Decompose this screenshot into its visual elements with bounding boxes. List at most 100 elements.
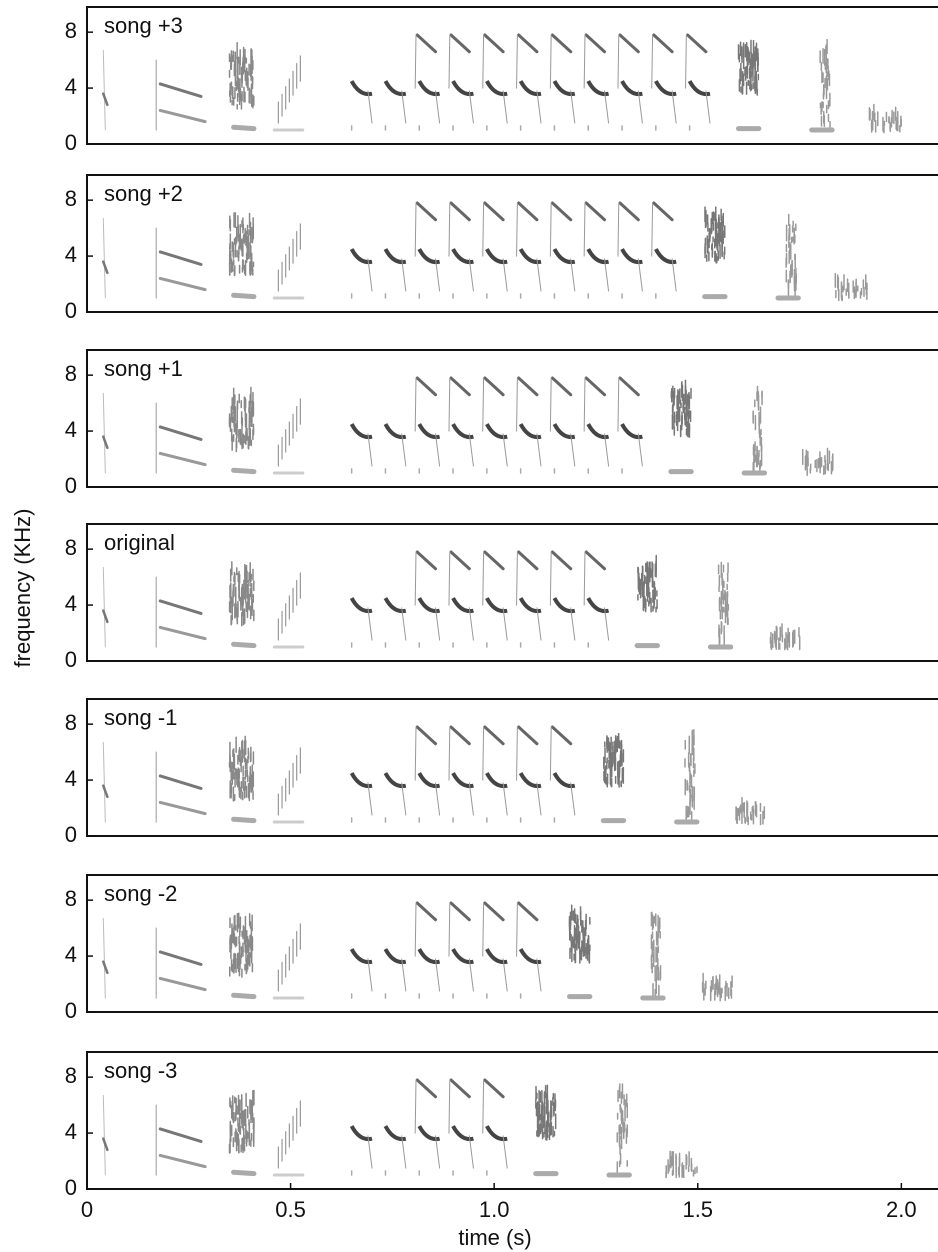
spectrogram-trace — [102, 435, 109, 450]
spectrogram-trace — [349, 80, 373, 97]
spectrogram-trace — [536, 958, 542, 992]
spectrogram-trace — [517, 33, 539, 54]
y-tick-label: 8 — [65, 18, 77, 43]
spectrogram-trace — [604, 433, 610, 467]
spectrogram-trace — [102, 917, 106, 999]
spectrogram-trace — [617, 377, 620, 432]
spectrogram-trace — [349, 1125, 373, 1142]
spectrogram-trace — [449, 33, 471, 54]
spectrogram-trace — [102, 1137, 109, 1152]
spectrogram-trace — [584, 201, 607, 222]
spectrogram-trace — [586, 80, 610, 97]
spectrogram-trace — [414, 1079, 417, 1134]
spectrogram-trace — [482, 551, 485, 606]
panel-title: song -2 — [104, 881, 177, 906]
spectrogram-trace — [468, 782, 474, 816]
spectrogram-trace — [449, 376, 471, 397]
spectrogram-trace — [158, 800, 207, 816]
y-tick-label: 8 — [65, 361, 77, 386]
spectrogram-trace — [516, 34, 518, 89]
spectrogram-trace — [367, 782, 373, 816]
spectrogram-trace — [654, 80, 677, 97]
plot-frame — [86, 174, 938, 313]
y-tick-label: 8 — [65, 186, 77, 211]
spectrogram-trace — [449, 901, 471, 922]
spectrogram-trace — [671, 90, 677, 124]
spectrogram-trace — [415, 201, 438, 222]
spectrogram-trace — [451, 597, 474, 614]
spectrogram-trace — [451, 423, 474, 440]
spectrogram-trace — [415, 550, 438, 571]
spectrogram-trace — [158, 108, 207, 124]
spectrogram-trace — [518, 597, 542, 614]
spectrogram — [102, 33, 902, 134]
spectrogram-trace — [536, 90, 542, 124]
spectrogram-trace — [383, 948, 407, 965]
spectrogram-trace — [552, 80, 576, 97]
spectrogram-trace — [417, 948, 441, 965]
spectrogram-trace — [158, 82, 203, 98]
spectrogram — [102, 725, 766, 826]
spectrogram-trace — [516, 551, 518, 606]
spectrogram-trace — [451, 948, 474, 965]
spectrogram-trace — [516, 726, 518, 781]
spectrogram-trace — [448, 1079, 451, 1134]
spectrogram-trace — [586, 423, 610, 440]
spectrogram-trace — [435, 607, 441, 641]
spectrogram-trace — [468, 958, 474, 992]
spectrogram-trace — [401, 782, 407, 816]
spectrogram-trace — [620, 423, 643, 440]
spectrogram-trace — [401, 607, 407, 641]
spectrogram-trace — [367, 433, 373, 467]
spectrogram-trace — [570, 90, 576, 124]
spectrogram-trace — [414, 202, 417, 257]
spectrogram-trace — [435, 1135, 441, 1169]
spectrogram-trace — [401, 258, 407, 292]
spectrogram-trace — [367, 1135, 373, 1169]
y-tick-label: 0 — [65, 473, 77, 498]
spectrogram-trace — [414, 902, 417, 957]
spectrogram — [102, 550, 801, 651]
spectrogram-trace — [502, 1135, 508, 1169]
spectrogram-trace — [651, 34, 654, 89]
spectrogram-trace — [502, 782, 508, 816]
spectrogram-trace — [158, 774, 203, 790]
spectrogram-trace — [435, 958, 441, 992]
spectrogram-trace — [652, 33, 674, 54]
spectrogram-trace — [550, 725, 573, 746]
spectrogram-trace — [483, 725, 505, 746]
spectrogram-trace — [401, 1135, 407, 1169]
spectrogram-trace — [448, 202, 451, 257]
spectrogram-trace — [468, 1135, 474, 1169]
spectrogram-trace — [482, 377, 485, 432]
spectrogram-trace — [705, 90, 711, 124]
spectrogram-trace — [349, 948, 373, 965]
spectrogram-trace — [102, 49, 106, 131]
spectrogram-trace — [583, 202, 586, 257]
plot-frame — [86, 523, 938, 662]
x-tick-label: 0.5 — [275, 1197, 306, 1222]
spectrogram-trace — [651, 202, 654, 257]
spectrogram-trace — [617, 202, 620, 257]
y-tick-label: 4 — [65, 1119, 77, 1144]
spectrogram-trace — [417, 597, 441, 614]
spectrogram-trace — [158, 950, 203, 966]
y-tick-label: 4 — [65, 417, 77, 442]
spectrogram-trace — [584, 376, 607, 397]
spectrogram-trace — [468, 607, 474, 641]
spectrogram-trace — [618, 201, 640, 222]
spectrogram-trace — [102, 741, 106, 823]
spectrogram-trace — [449, 1078, 471, 1099]
spectrogram-trace — [485, 1125, 508, 1142]
spectrogram-trace — [518, 772, 542, 789]
spectrogram-trace — [517, 201, 539, 222]
spectrogram-trace — [516, 902, 518, 957]
spectrogram-trace — [414, 726, 417, 781]
spectrogram-trace — [401, 90, 407, 124]
spectrogram — [102, 1078, 698, 1179]
spectrogram-trace — [687, 80, 711, 97]
spectrogram-trace — [102, 260, 109, 275]
spectrogram-trace — [158, 451, 207, 467]
y-tick-label: 0 — [65, 647, 77, 672]
